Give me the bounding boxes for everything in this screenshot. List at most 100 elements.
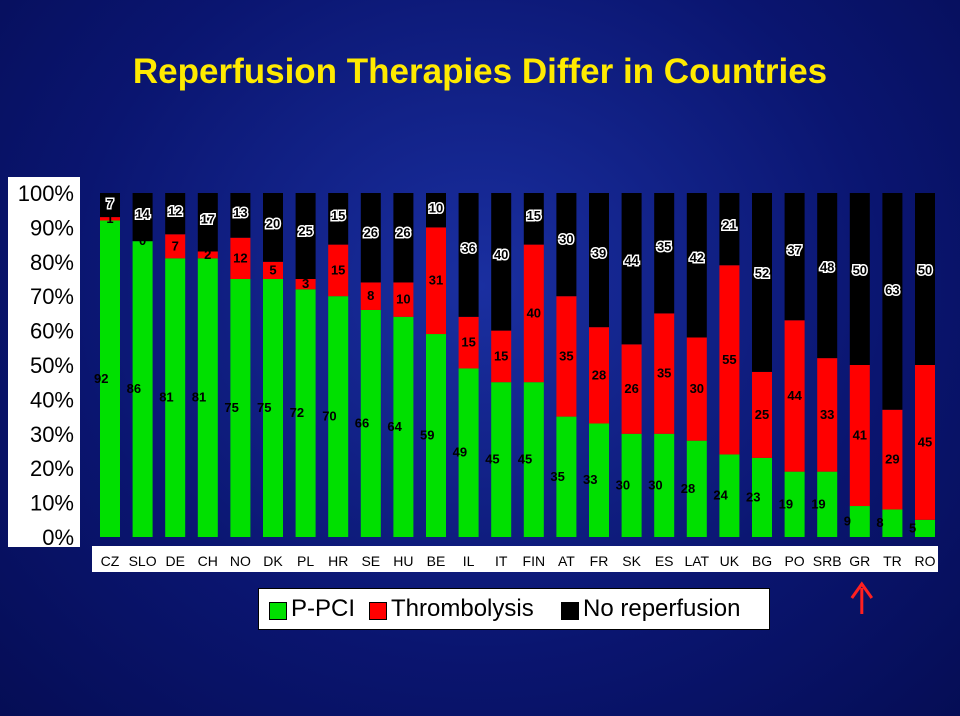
data-label-ppci-srb: 19: [811, 496, 825, 511]
bar-p-pci-tr: [882, 509, 903, 537]
bar-p-pci-srb: [817, 471, 838, 537]
data-label-thrombolysis-cz: 1: [106, 211, 113, 226]
y-tick-label: 90%: [30, 215, 74, 240]
data-label-thrombolysis-gr: 41: [853, 428, 867, 443]
bar-p-pci-hu: [393, 316, 414, 537]
x-tick-label-at: AT: [558, 553, 575, 569]
y-tick-label: 50%: [30, 353, 74, 378]
x-tick-label-slo: SLO: [129, 553, 157, 569]
data-label-ppci-fin: 45: [518, 452, 532, 467]
bar-no-reperfusion-at: [556, 193, 577, 297]
x-tick-label-tr: TR: [883, 553, 902, 569]
data-label-no-reperfusion-it: 40: [494, 247, 508, 262]
bar-p-pci-lat: [686, 440, 707, 537]
data-label-thrombolysis-lat: 30: [690, 381, 704, 396]
bar-thrombolysis-bg: [752, 371, 772, 458]
data-label-ppci-fr: 33: [583, 472, 597, 487]
y-tick-label: 70%: [30, 284, 74, 309]
data-label-no-reperfusion-fr: 39: [592, 245, 606, 260]
data-label-no-reperfusion-tr: 63: [885, 283, 899, 298]
bar-no-reperfusion-hu: [393, 193, 414, 283]
bar-no-reperfusion-po: [784, 193, 805, 321]
data-label-no-reperfusion-be: 10: [429, 200, 443, 215]
data-label-ppci-dk: 75: [257, 400, 271, 415]
x-tick-label-ch: CH: [198, 553, 218, 569]
bar-thrombolysis-fr: [589, 327, 609, 424]
bar-thrombolysis-tr: [882, 409, 903, 510]
data-label-ppci-it: 45: [485, 452, 499, 467]
data-label-thrombolysis-tr: 29: [885, 452, 899, 467]
data-label-no-reperfusion-cz: 7: [106, 196, 113, 211]
data-label-no-reperfusion-il: 36: [461, 241, 475, 256]
data-label-ppci-bg: 23: [746, 489, 760, 504]
bar-no-reperfusion-tr: [882, 193, 903, 410]
data-label-thrombolysis-no: 12: [233, 250, 247, 265]
x-tick-label-es: ES: [655, 553, 674, 569]
chart-title: Reperfusion Therapies Differ in Countrie…: [132, 52, 828, 91]
bar-thrombolysis-at: [556, 296, 577, 417]
bar-no-reperfusion-no: [230, 193, 251, 238]
bar-no-reperfusion-uk: [719, 193, 740, 266]
x-tick-label-bg: BG: [752, 553, 772, 569]
bar-thrombolysis-es: [654, 313, 675, 434]
bar-p-pci-sk: [621, 433, 642, 537]
x-tick-label-it: IT: [495, 553, 508, 569]
data-label-ppci-ro: 5: [909, 520, 916, 535]
bar-no-reperfusion-it: [491, 193, 512, 331]
bar-p-pci-hr: [328, 296, 349, 537]
bar-no-reperfusion-il: [458, 193, 479, 317]
bar-p-pci-be: [426, 334, 446, 537]
bar-no-reperfusion-slo: [132, 193, 153, 242]
data-label-thrombolysis-dk: 5: [269, 262, 276, 277]
bar-thrombolysis-cz: [100, 217, 120, 221]
data-label-thrombolysis-po: 44: [787, 388, 802, 403]
data-label-no-reperfusion-fin: 15: [527, 208, 541, 223]
x-tick-label-gr: GR: [849, 553, 870, 569]
x-tick-label-fr: FR: [590, 553, 609, 569]
data-label-no-reperfusion-uk: 21: [722, 218, 736, 233]
bar-p-pci-pl: [295, 289, 316, 537]
bar-thrombolysis-sk: [621, 344, 642, 434]
bar-no-reperfusion-se: [360, 193, 381, 283]
bar-no-reperfusion-hr: [328, 193, 349, 245]
bar-p-pci-de: [165, 258, 186, 537]
bar-thrombolysis-ch: [197, 251, 218, 259]
bar-no-reperfusion-bg: [752, 193, 772, 372]
data-label-thrombolysis-es: 35: [657, 366, 671, 381]
data-label-ppci-at: 35: [550, 469, 564, 484]
bar-p-pci-po: [784, 471, 805, 537]
bar-p-pci-fin: [523, 382, 544, 537]
data-label-thrombolysis-fin: 40: [527, 305, 541, 320]
x-tick-label-lat: LAT: [684, 553, 709, 569]
bar-no-reperfusion-lat: [686, 193, 707, 338]
data-label-no-reperfusion-de: 12: [168, 204, 182, 219]
x-tick-label-be: BE: [427, 553, 446, 569]
bar-no-reperfusion-pl: [295, 193, 316, 279]
x-tick-label-hu: HU: [393, 553, 413, 569]
bar-thrombolysis-hu: [393, 282, 414, 317]
bar-no-reperfusion-es: [654, 193, 675, 314]
data-label-ppci-hr: 70: [322, 409, 336, 424]
x-axis-label-box: [92, 546, 938, 572]
data-label-thrombolysis-uk: 55: [722, 352, 736, 367]
data-label-no-reperfusion-hr: 15: [331, 208, 345, 223]
bar-no-reperfusion-gr: [849, 193, 870, 365]
bar-p-pci-bg: [752, 457, 772, 537]
x-tick-label-sk: SK: [622, 553, 641, 569]
data-label-no-reperfusion-dk: 20: [266, 216, 280, 231]
data-label-thrombolysis-ch: 2: [204, 247, 211, 262]
y-tick-label: 100%: [18, 181, 74, 206]
data-label-thrombolysis-sk: 26: [624, 381, 638, 396]
y-tick-label: 20%: [30, 456, 74, 481]
x-tick-label-srb: SRB: [813, 553, 842, 569]
y-tick-label: 10%: [30, 491, 74, 516]
bar-no-reperfusion-de: [165, 193, 186, 235]
bar-no-reperfusion-fr: [589, 193, 609, 328]
data-label-thrombolysis-pl: 3: [302, 276, 309, 291]
y-tick-label: 60%: [30, 319, 74, 344]
data-label-thrombolysis-il: 15: [461, 335, 475, 350]
x-tick-label-il: IL: [463, 553, 475, 569]
bar-p-pci-il: [458, 368, 479, 537]
bar-thrombolysis-hr: [328, 244, 349, 297]
y-tick-label: 40%: [30, 387, 74, 412]
